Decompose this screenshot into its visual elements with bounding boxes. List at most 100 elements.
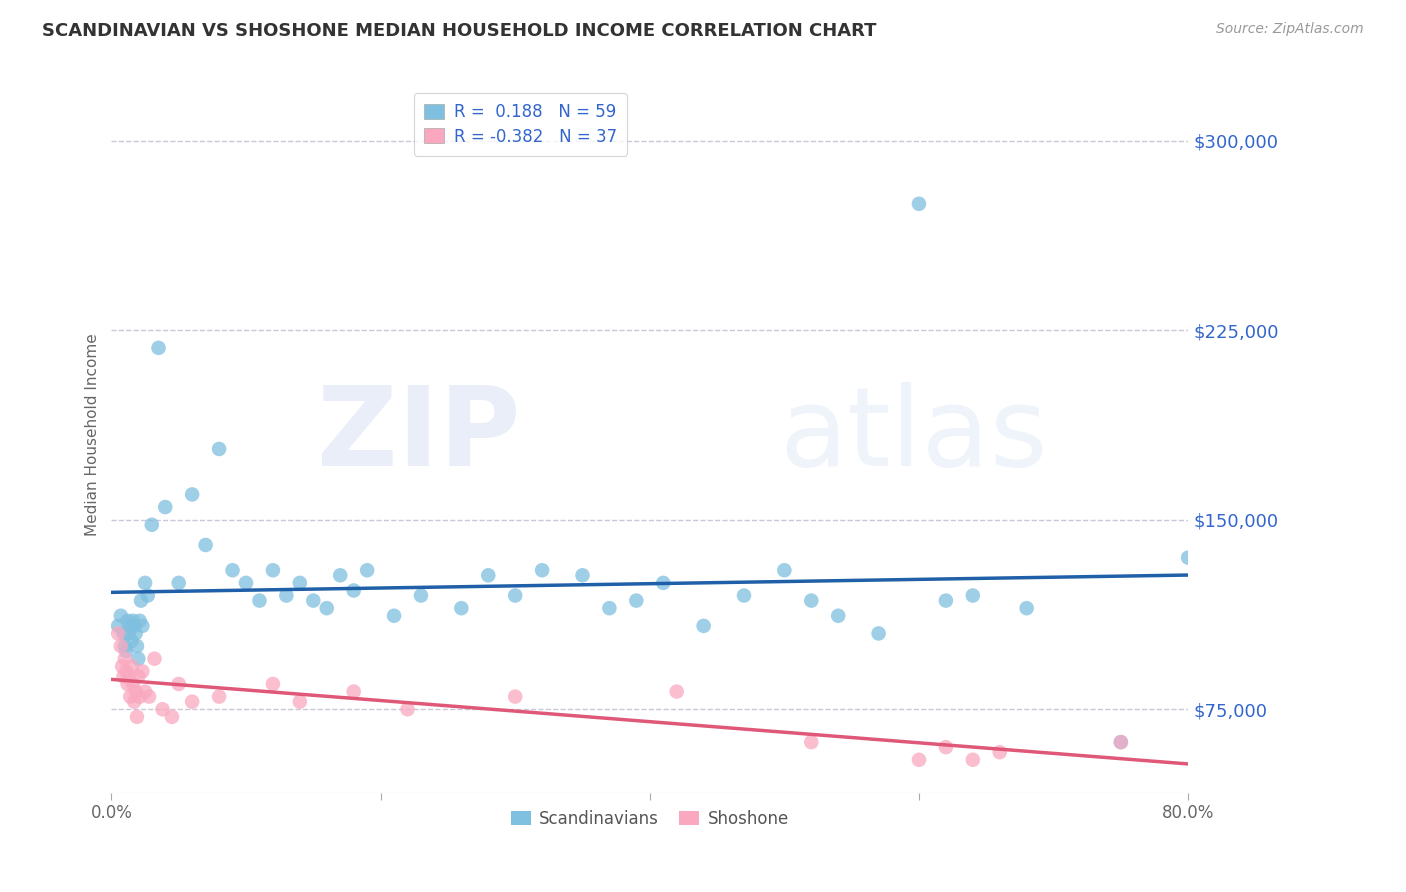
Point — [112, 669, 135, 683]
Point — [288, 695, 311, 709]
Point — [107, 619, 129, 633]
Point — [249, 593, 271, 607]
Point — [128, 614, 150, 628]
Point — [652, 575, 675, 590]
Point — [124, 626, 146, 640]
Point — [194, 538, 217, 552]
Point — [733, 589, 755, 603]
Point — [115, 644, 138, 658]
Point — [908, 753, 931, 767]
Point — [908, 196, 931, 211]
Point — [962, 753, 984, 767]
Point — [935, 740, 957, 755]
Point — [143, 651, 166, 665]
Point — [598, 601, 620, 615]
Point — [1109, 735, 1132, 749]
Point — [136, 589, 159, 603]
Point — [827, 608, 849, 623]
Point — [134, 575, 156, 590]
Point — [181, 695, 204, 709]
Point — [988, 745, 1011, 759]
Point — [276, 589, 298, 603]
Point — [128, 690, 150, 704]
Point — [118, 669, 141, 683]
Point — [208, 690, 231, 704]
Point — [155, 500, 177, 514]
Point — [160, 710, 183, 724]
Point — [1015, 601, 1038, 615]
Point — [262, 563, 284, 577]
Point — [131, 665, 153, 679]
Point — [125, 710, 148, 724]
Point — [1177, 550, 1199, 565]
Point — [121, 634, 143, 648]
Point — [122, 677, 145, 691]
Point — [122, 614, 145, 628]
Point — [356, 563, 378, 577]
Point — [329, 568, 352, 582]
Text: SCANDINAVIAN VS SHOSHONE MEDIAN HOUSEHOLD INCOME CORRELATION CHART: SCANDINAVIAN VS SHOSHONE MEDIAN HOUSEHOL… — [42, 22, 877, 40]
Point — [110, 608, 132, 623]
Y-axis label: Median Household Income: Median Household Income — [86, 334, 100, 536]
Point — [208, 442, 231, 456]
Point — [127, 651, 149, 665]
Point — [773, 563, 796, 577]
Point — [120, 690, 142, 704]
Point — [315, 601, 337, 615]
Point — [343, 684, 366, 698]
Point — [800, 593, 823, 607]
Point — [503, 690, 526, 704]
Point — [152, 702, 174, 716]
Point — [112, 626, 135, 640]
Text: ZIP: ZIP — [318, 382, 520, 489]
Point — [117, 614, 139, 628]
Text: Source: ZipAtlas.com: Source: ZipAtlas.com — [1216, 22, 1364, 37]
Legend: Scandinavians, Shoshone: Scandinavians, Shoshone — [505, 803, 796, 834]
Point — [114, 651, 136, 665]
Point — [343, 583, 366, 598]
Point — [131, 619, 153, 633]
Point — [692, 619, 714, 633]
Point — [124, 695, 146, 709]
Point — [127, 669, 149, 683]
Point — [107, 626, 129, 640]
Point — [503, 589, 526, 603]
Point — [382, 608, 405, 623]
Point — [409, 589, 432, 603]
Point — [138, 690, 160, 704]
Point — [141, 517, 163, 532]
Point — [110, 639, 132, 653]
Point — [118, 626, 141, 640]
Point — [115, 665, 138, 679]
Point — [121, 659, 143, 673]
Point — [167, 677, 190, 691]
Point — [396, 702, 419, 716]
Point — [235, 575, 257, 590]
Point — [1109, 735, 1132, 749]
Point — [288, 575, 311, 590]
Point — [167, 575, 190, 590]
Point — [962, 589, 984, 603]
Point — [125, 639, 148, 653]
Point — [626, 593, 648, 607]
Point — [800, 735, 823, 749]
Point — [148, 341, 170, 355]
Point — [477, 568, 499, 582]
Point — [665, 684, 688, 698]
Point — [134, 684, 156, 698]
Point — [868, 626, 890, 640]
Point — [111, 659, 134, 673]
Point — [124, 619, 146, 633]
Point — [450, 601, 472, 615]
Text: atlas: atlas — [779, 382, 1047, 489]
Point — [124, 684, 146, 698]
Point — [935, 593, 957, 607]
Point — [129, 593, 152, 607]
Point — [181, 487, 204, 501]
Point — [120, 619, 142, 633]
Point — [571, 568, 593, 582]
Point — [302, 593, 325, 607]
Point — [262, 677, 284, 691]
Point — [531, 563, 554, 577]
Point — [117, 677, 139, 691]
